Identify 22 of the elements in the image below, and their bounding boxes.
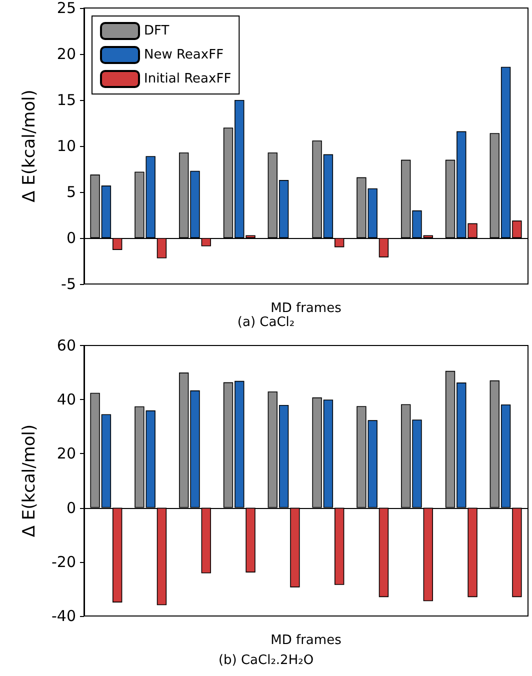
legend-label: Initial ReaxFF <box>144 72 232 86</box>
y-tick-label: 0 <box>66 498 76 517</box>
y-tick-label: 15 <box>56 91 76 109</box>
y-axis-title: Δ E(kcal/mol) <box>20 424 40 538</box>
legend-label: New ReaxFF <box>144 48 224 62</box>
text: (a) CaCl₂ <box>237 315 295 330</box>
y-axis-title: Δ E(kcal/mol) <box>20 90 40 202</box>
y-tick-label: 10 <box>56 137 76 155</box>
x-axis-title: MD frames <box>270 633 342 648</box>
y-tick-label: 20 <box>56 45 76 63</box>
y-tick-label: 40 <box>56 390 76 409</box>
y-tick-label: 20 <box>56 444 76 463</box>
y-tick-label: 5 <box>66 183 76 201</box>
y-tick-label: 25 <box>56 0 76 17</box>
x-axis-title: MD frames <box>270 301 342 316</box>
y-tick-label: -20 <box>52 552 76 571</box>
y-tick-label: -40 <box>52 607 76 625</box>
y-tick-label: -5 <box>61 275 76 293</box>
y-tick-label: 0 <box>66 229 76 247</box>
y-tick-label: 60 <box>56 336 76 354</box>
legend-label: DFT <box>144 24 170 38</box>
text: (b) CaCl₂.2H₂O <box>218 653 314 668</box>
